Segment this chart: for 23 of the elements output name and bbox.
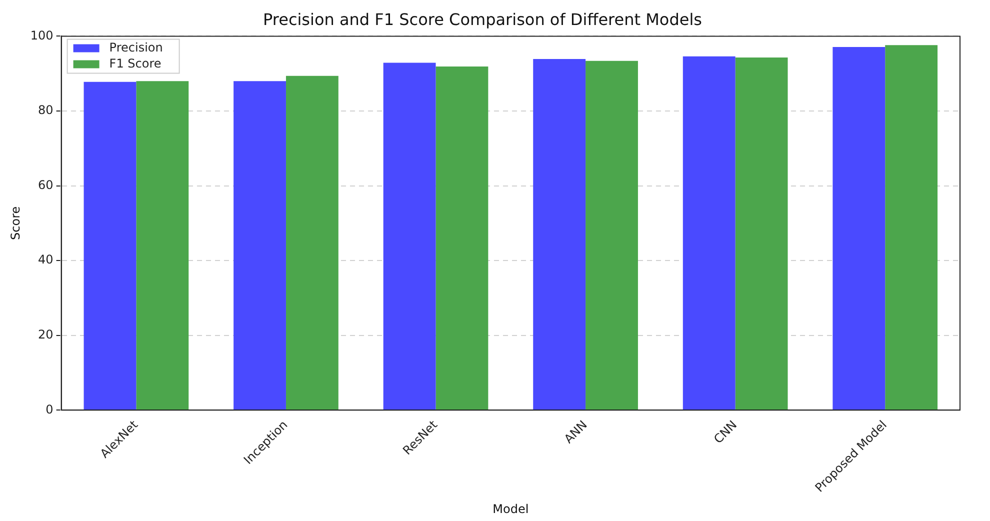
bar <box>136 81 189 410</box>
y-tick-label: 100 <box>30 28 54 42</box>
x-axis-title: Model <box>492 502 529 516</box>
bar <box>383 62 436 410</box>
bar <box>533 59 586 410</box>
bar <box>586 60 638 410</box>
y-tick-label: 40 <box>38 252 54 267</box>
bar <box>286 76 338 410</box>
bar <box>234 81 286 410</box>
bar <box>682 56 736 410</box>
bar <box>436 66 488 410</box>
y-tick-label: 20 <box>38 328 54 342</box>
y-tick-label: 80 <box>38 103 54 118</box>
bar <box>885 45 938 410</box>
bar <box>735 58 788 410</box>
y-tick-label: 60 <box>38 178 54 192</box>
bar <box>84 82 136 410</box>
legend-label: Precision <box>109 40 163 54</box>
chart-title: Precision and F1 Score Comparison of Different Models <box>263 10 702 29</box>
y-tick-label: 0 <box>46 402 54 416</box>
bar <box>832 47 886 410</box>
legend-label: F1 Score <box>109 56 162 70</box>
y-axis-title: Score <box>8 206 22 240</box>
